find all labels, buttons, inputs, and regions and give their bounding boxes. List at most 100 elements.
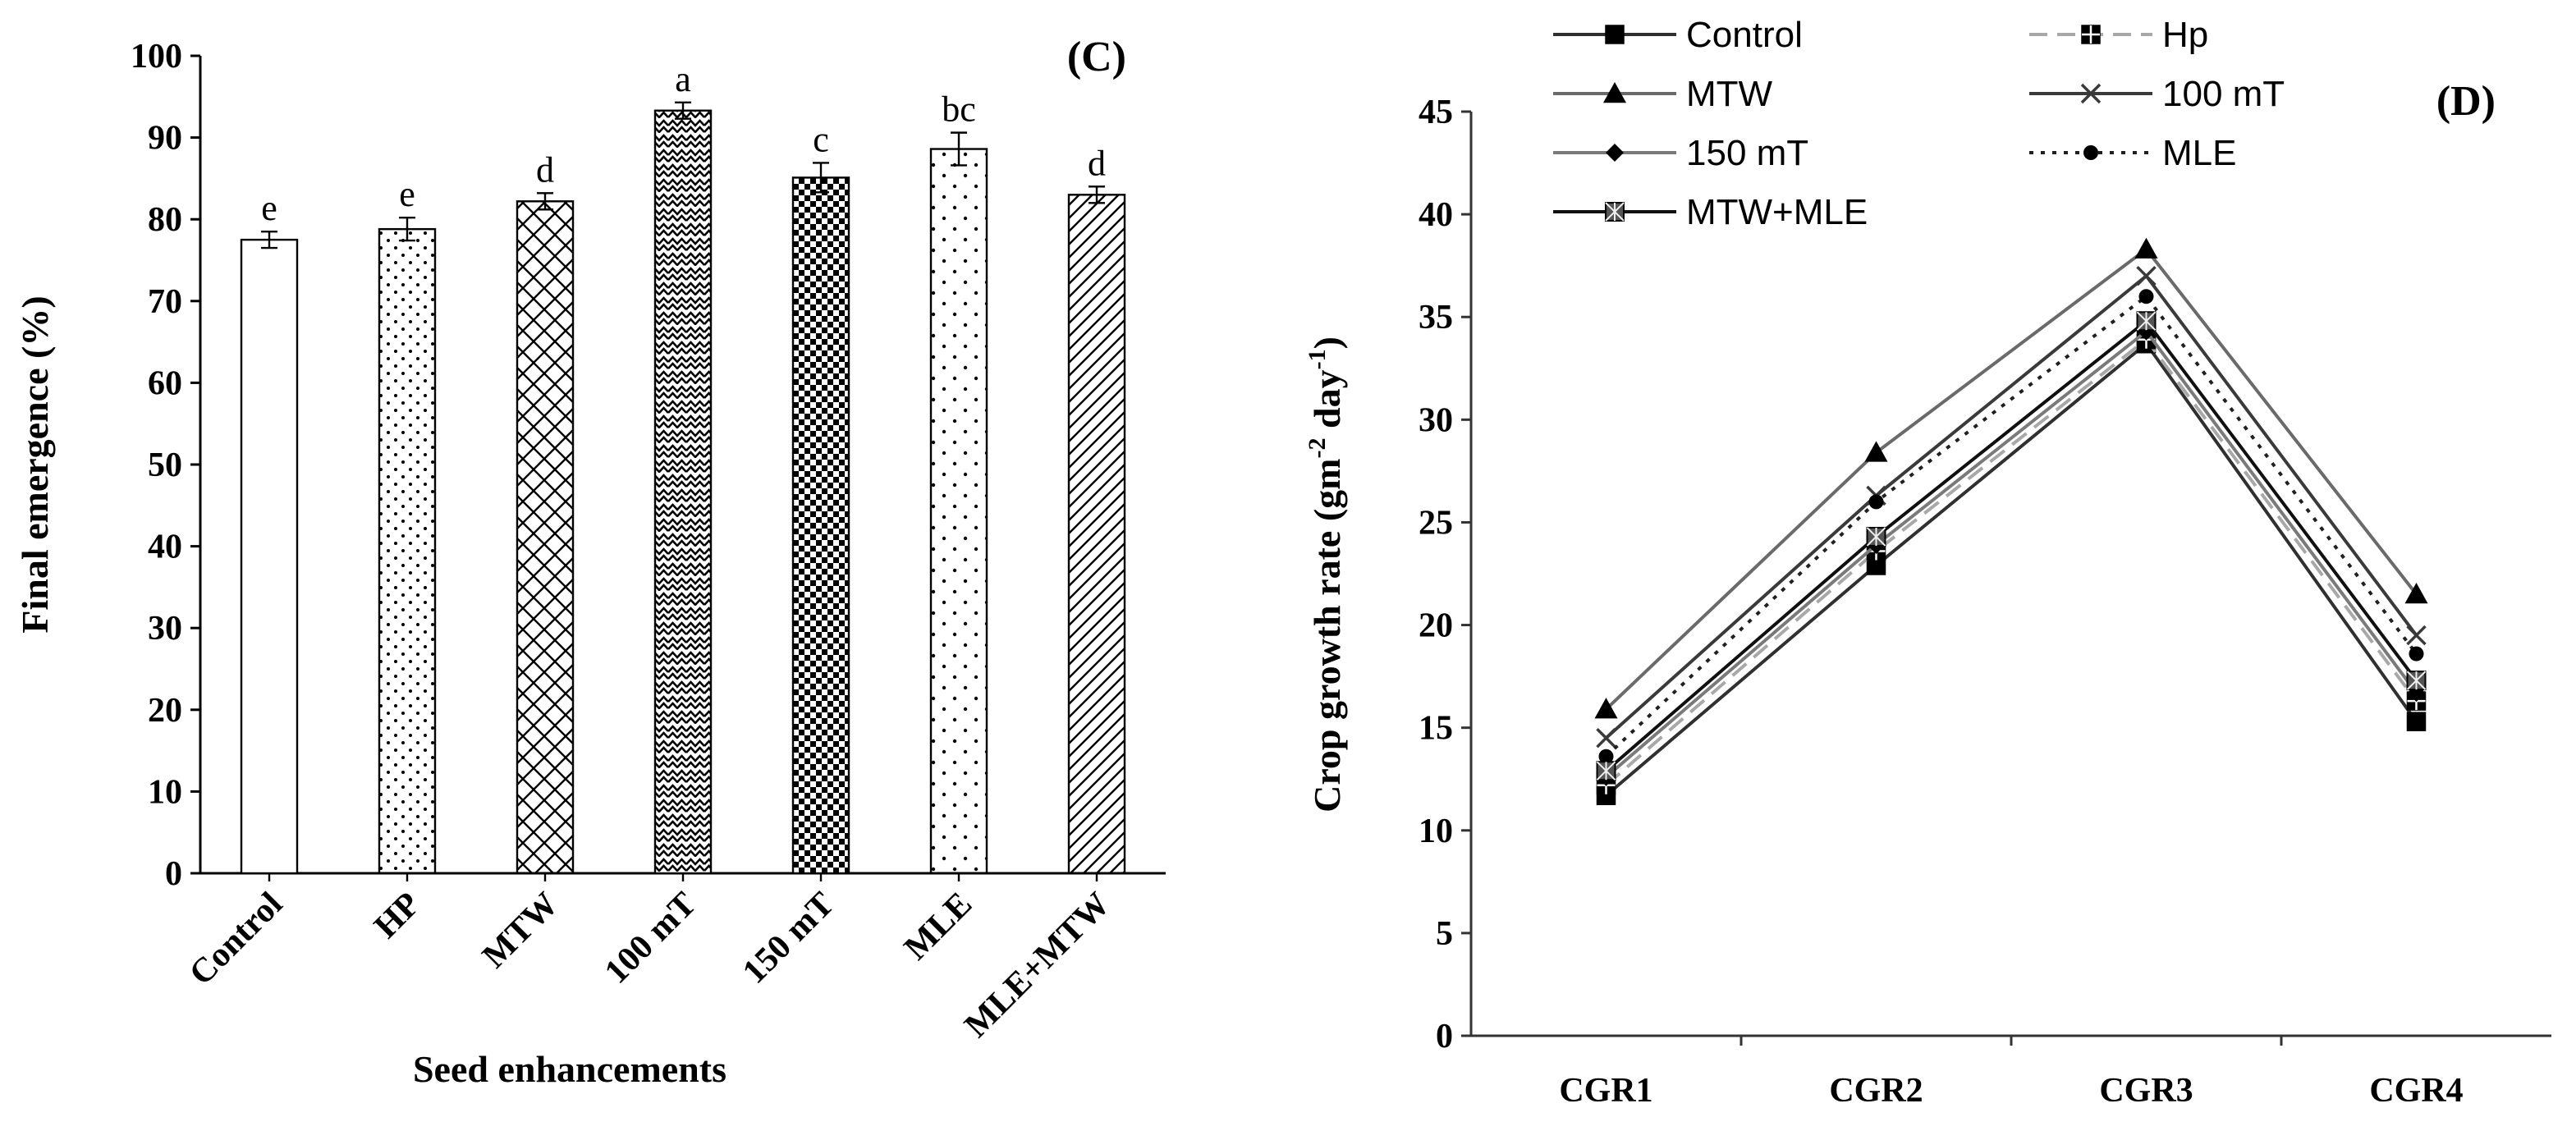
bar-chart-x-tick-label: 100 mT (598, 886, 704, 991)
legend-item-150-mt: 150 mT (1553, 133, 1808, 173)
bar-chart-y-tick-label: 100 (131, 38, 182, 76)
line-chart-y-tick-label: 35 (1419, 299, 1453, 337)
series-marker (1868, 494, 1884, 510)
series-marker (1605, 25, 1625, 44)
legend-label: 150 mT (1686, 133, 1808, 173)
legend-item-mtw: MTW (1553, 74, 1773, 114)
line-chart-y-axis-title-mid: day (1306, 369, 1348, 437)
bar-chart-y-tick-label: 90 (148, 120, 182, 158)
series-line (1605, 273, 2418, 739)
line-chart-y-axis: 0 5 10 15 20 25 30 35 40 45 (1419, 94, 2551, 1055)
bar-chart-x-tick-label: Control (182, 886, 290, 993)
line-chart-x-tick-label: CGR3 (2099, 1072, 2193, 1110)
series-marker-detail (2406, 671, 2427, 690)
bar-chart-y-tick-label: 80 (148, 201, 182, 239)
bar-chart-x-tick-label: MLE+MTW (957, 886, 1117, 1046)
bar-chart-y-tick-label: 0 (165, 855, 182, 893)
line-chart-legend: Control Hp MTW 100 mT 150 mT MLE MTW+MLE (1553, 15, 2285, 232)
series-line (1605, 341, 2418, 797)
series-marker (2080, 83, 2102, 104)
series-marker (1606, 144, 1624, 162)
legend-label: Hp (2162, 15, 2208, 55)
series-line (1605, 246, 2418, 711)
series-mle (1598, 289, 2424, 764)
bar-chart-y-axis-title: Final emergence (%) (14, 295, 56, 633)
line-chart-series (1594, 237, 2428, 805)
series-marker (2134, 237, 2158, 259)
line-chart-y-tick-label: 25 (1419, 504, 1453, 542)
bar-chart-x-tick-label: 150 mT (736, 886, 841, 991)
bar-control (240, 238, 299, 875)
series-line (1605, 337, 2418, 787)
significance-letter: a (675, 59, 691, 99)
line-chart-x-tick-label: CGR1 (1559, 1072, 1652, 1110)
series-line (1605, 294, 2418, 758)
bar-chart-final-emergence: Final emergence (%) Seed enhancements (C… (14, 34, 1166, 1090)
series-marker (2138, 289, 2154, 304)
line-chart-y-axis-title-sup2: -1 (1304, 349, 1331, 369)
bar-chart-y-tick-label: 20 (148, 692, 182, 730)
legend-label: MLE (2162, 133, 2236, 173)
line-chart-y-tick-label: 45 (1419, 94, 1453, 131)
series-line (1605, 318, 2418, 772)
series-marker-detail (2136, 311, 2157, 331)
legend-item-mle: MLE (2029, 133, 2236, 173)
significance-letter: e (261, 188, 277, 228)
line-chart-x-tick-label: CGR2 (1829, 1072, 1923, 1110)
bar-chart-panel-label: (C) (1067, 34, 1126, 80)
legend-label: 100 mT (2162, 74, 2285, 114)
series-control (1596, 334, 2427, 805)
bar-chart-y-tick-label: 50 (148, 446, 182, 484)
series-marker (1598, 749, 1614, 764)
bar-chart-x-tick-label: HP (367, 886, 428, 946)
bar-chart-x-tick-label: MLE (897, 886, 979, 968)
bar-chart-y-tick-label: 60 (148, 364, 182, 402)
series-marker (1596, 727, 1616, 749)
line-chart-y-axis-title-sup1: -2 (1304, 438, 1331, 459)
bar-100-mt (653, 109, 713, 875)
significance-letter: bc (942, 89, 976, 130)
series-100-mt (1596, 265, 2427, 749)
line-chart-y-tick-label: 30 (1419, 401, 1453, 439)
series-marker-detail (2082, 25, 2100, 43)
line-chart-y-tick-label: 0 (1436, 1018, 1453, 1055)
bar-chart-y-tick-label: 40 (148, 529, 182, 566)
bar-chart-y-tick-label: 10 (148, 773, 182, 811)
legend-label: MTW+MLE (1686, 192, 1868, 232)
series-line (1605, 328, 2418, 779)
bar-chart-x-axis-title: Seed enhancements (413, 1048, 727, 1090)
bar-mtw (516, 200, 575, 875)
series-marker (2404, 583, 2428, 604)
series-marker (2406, 712, 2427, 731)
line-chart-y-tick-label: 5 (1436, 915, 1453, 953)
line-chart-y-axis-title-main: Crop growth rate (gm (1306, 459, 1348, 813)
line-chart-panel-label: (D) (2436, 78, 2496, 125)
bar-chart-x-tick-label: MTW (475, 886, 566, 976)
bar-hp (378, 227, 437, 875)
bar-mle (929, 148, 988, 875)
bar-150-mt (791, 176, 850, 875)
legend-item-mtw-mle: MTW+MLE (1553, 192, 1868, 232)
series-mtw-mle (1596, 311, 2427, 781)
bar-chart-y-tick-label: 30 (148, 610, 182, 648)
series-marker-detail (1605, 202, 1625, 222)
line-chart-x-axis: CGR1 CGR2 CGR3 CGR4 (1559, 1036, 2464, 1110)
line-chart-y-tick-label: 15 (1419, 710, 1453, 748)
series-marker (2136, 265, 2157, 286)
series-marker (1594, 698, 1618, 719)
bar-chart-y-axis: 0 10 20 30 40 50 60 70 80 90 100 (131, 38, 1166, 893)
legend-item-100-mt: 100 mT (2029, 74, 2285, 114)
line-chart-y-axis-title-end: ) (1306, 337, 1348, 349)
legend-item-control: Control (1553, 15, 1803, 55)
significance-letter: e (399, 174, 415, 214)
legend-label: MTW (1686, 74, 1773, 114)
series-marker (2083, 145, 2098, 160)
series-marker-detail (1866, 527, 1886, 547)
bar-chart-y-tick-label: 70 (148, 283, 182, 321)
bar-chart-bars: e e d a c bc d (240, 59, 1126, 875)
line-chart-y-tick-label: 40 (1419, 196, 1453, 234)
line-chart-y-tick-label: 10 (1419, 813, 1453, 850)
series-marker (1864, 441, 1888, 462)
